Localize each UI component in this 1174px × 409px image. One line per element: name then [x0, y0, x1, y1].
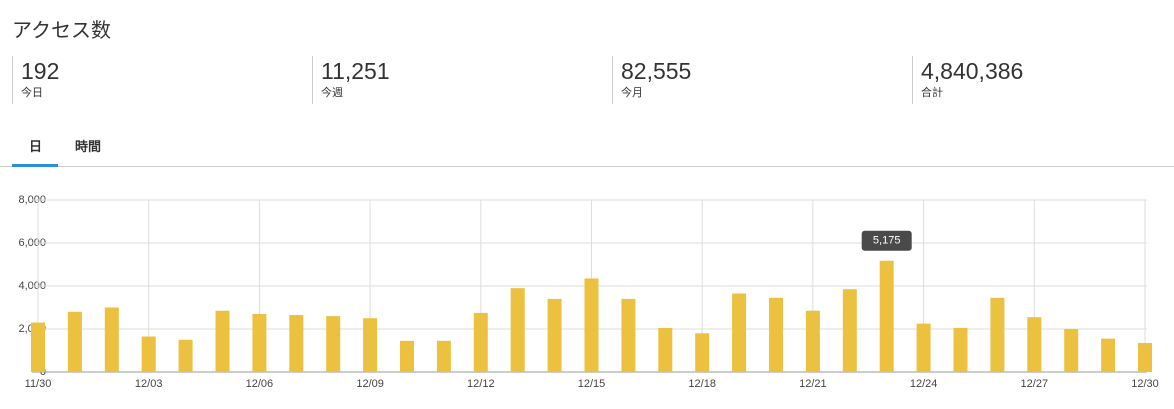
bar	[400, 340, 414, 372]
stat-label: 今日	[21, 87, 43, 99]
bar	[953, 327, 968, 372]
bar	[1064, 329, 1079, 372]
data-label: 5,175	[873, 235, 901, 247]
bar	[510, 288, 525, 372]
bar	[1101, 338, 1116, 372]
x-tick-label: 11/30	[25, 378, 52, 390]
x-tick-label: 12/06	[246, 378, 274, 390]
bar	[879, 260, 894, 372]
title: アクセス数	[12, 20, 111, 42]
bar	[289, 315, 304, 372]
stat-value: 82,555	[621, 58, 692, 84]
stat: 82,555 今月	[612, 56, 691, 104]
bar	[252, 313, 267, 372]
bar	[363, 318, 378, 372]
x-tick-label: 12/09	[356, 378, 384, 390]
stat-value: 11,251	[321, 58, 390, 84]
bar	[141, 336, 156, 372]
x-tick-label: 12/03	[135, 378, 163, 390]
bar	[584, 278, 599, 372]
stat-value: 192	[21, 58, 60, 84]
bar	[436, 340, 451, 372]
tooltip: 5,175	[861, 230, 912, 251]
bar	[67, 311, 82, 372]
bar	[473, 312, 488, 372]
x-tick-label: 12/21	[799, 378, 827, 390]
bar	[1027, 317, 1042, 372]
bar	[732, 293, 747, 372]
x-tick-label: 12/15	[578, 378, 606, 390]
stat: 4,840,386 合計	[912, 56, 1023, 104]
x-tick-label: 12/12	[467, 378, 495, 390]
tab[interactable]: 日	[29, 139, 43, 154]
bar	[621, 298, 636, 372]
bar	[695, 333, 710, 372]
stat-label: 今週	[321, 87, 343, 99]
bar	[990, 297, 1005, 372]
bar	[1138, 342, 1152, 372]
bar	[104, 307, 119, 372]
tab[interactable]: 時間	[75, 139, 102, 154]
x-tick-label: 12/24	[910, 378, 938, 390]
bar	[178, 339, 193, 372]
bar	[547, 298, 562, 372]
x-tick-label: 12/27	[1021, 378, 1049, 390]
bar	[658, 327, 673, 372]
bar	[31, 322, 45, 372]
tab-indicator	[12, 164, 58, 167]
bar	[769, 297, 783, 372]
stat-value: 4,840,386	[921, 58, 1024, 84]
bar	[326, 316, 341, 372]
bar	[805, 310, 820, 372]
tooltip-box	[861, 230, 912, 251]
tab-divider	[0, 166, 1174, 167]
stat-label: 合計	[921, 87, 943, 99]
stat-label: 今月	[621, 87, 643, 99]
x-tick-label: 12/18	[688, 378, 716, 390]
bar	[215, 310, 230, 372]
bar	[842, 289, 857, 372]
stat: 192 今日	[12, 56, 59, 104]
bar	[916, 323, 931, 372]
stat: 11,251 今週	[312, 56, 390, 104]
x-tick-label: 12/30	[1131, 378, 1159, 390]
